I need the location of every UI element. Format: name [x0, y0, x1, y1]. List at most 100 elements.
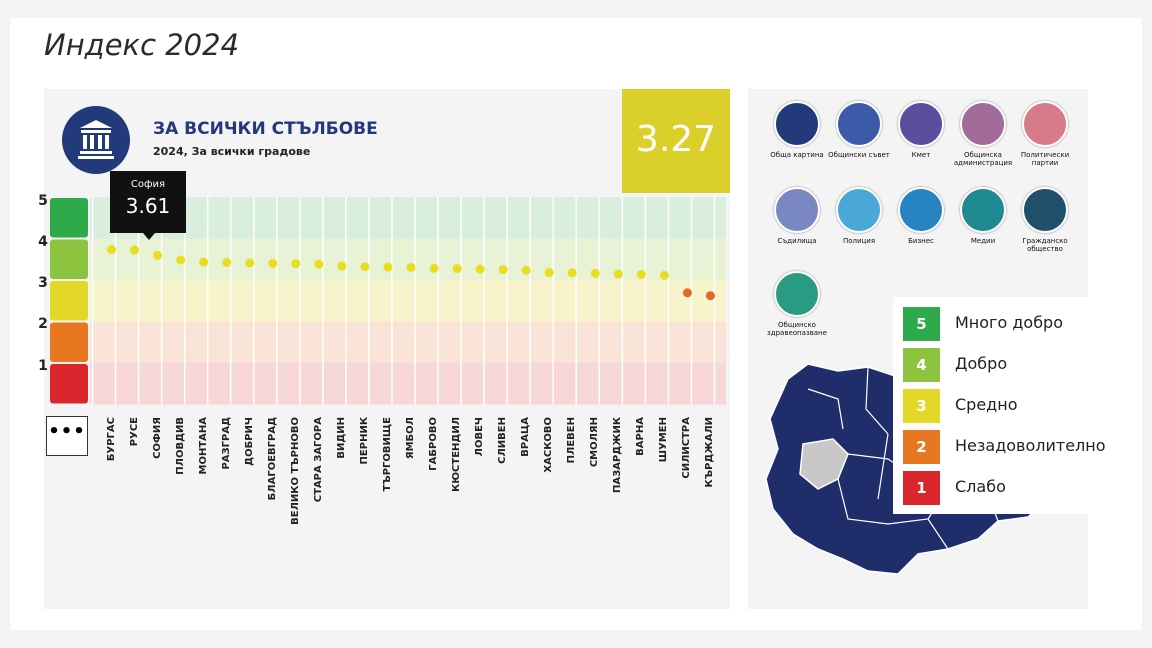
institution-icon: [774, 101, 820, 147]
x-tick-label: РАЗГРАД: [220, 417, 232, 470]
mayor-icon: [898, 101, 944, 147]
legend-item: 5 Много добро: [893, 303, 1126, 343]
tooltip-city: София: [130, 179, 166, 190]
data-point-15[interactable]: [429, 263, 439, 273]
band-bg-3: [90, 280, 726, 322]
data-point-23[interactable]: [613, 269, 623, 279]
data-point-4[interactable]: [176, 255, 186, 265]
tooltip-value: 3.61: [125, 194, 171, 218]
data-point-5[interactable]: [199, 257, 209, 267]
data-point-14[interactable]: [406, 262, 416, 272]
band-bg-4: [90, 238, 726, 280]
overall-score-box: 3.27: [622, 89, 730, 193]
x-tick-label: ДОБРИЧ: [243, 417, 255, 466]
legend-item: 4 Добро: [893, 344, 1126, 384]
pillar-button[interactable]: Бизнес: [890, 187, 952, 245]
x-tick-label: ТЪРГОВИЩЕ: [381, 417, 393, 492]
legend-label: Средно: [955, 395, 1018, 414]
data-point-8[interactable]: [268, 258, 278, 268]
x-tick-label: РУСЕ: [128, 417, 140, 447]
data-point-24[interactable]: [636, 270, 646, 280]
pillar-button[interactable]: Гражданско общество: [1014, 187, 1076, 253]
legend-label: Много добро: [955, 313, 1063, 332]
pillar-subtitle: 2024, За всички градове: [153, 145, 311, 158]
pillar-label: Кмет: [911, 151, 931, 159]
parties-icon: [1022, 101, 1068, 147]
legend-swatch: 1: [903, 471, 940, 505]
data-point-11[interactable]: [337, 261, 347, 271]
x-tick-label: ПЕРНИК: [358, 417, 370, 465]
data-point-7[interactable]: [245, 258, 255, 268]
legend-label: Добро: [955, 354, 1008, 373]
x-tick-label: КЮСТЕНДИЛ: [451, 417, 463, 492]
x-tick-label: СМОЛЯН: [589, 417, 601, 468]
data-point-17[interactable]: [475, 264, 485, 274]
pillar-label: Общински съвет: [828, 151, 890, 159]
chart-panel: ЗА ВСИЧКИ СТЪЛБОВЕ 2024, За всички градо…: [38, 89, 730, 609]
scale-band-1: [50, 364, 88, 404]
data-point-26[interactable]: [682, 288, 692, 298]
x-tick-label: ПАЗАРДЖИК: [612, 417, 624, 493]
x-tick-label: ВИДИН: [335, 417, 347, 459]
health-icon: [774, 271, 820, 317]
x-tick-label: СЛИВЕН: [497, 417, 509, 464]
pillar-button[interactable]: Кмет: [890, 101, 952, 159]
legend-swatch: 5: [903, 307, 940, 341]
data-point-16[interactable]: [452, 264, 462, 274]
scale-band-3: [50, 281, 88, 321]
pillar-button[interactable]: Политически партии: [1014, 101, 1076, 167]
pillar-button[interactable]: Общинско здравеопазване: [766, 271, 828, 337]
pillar-button[interactable]: Общинска администрация: [952, 101, 1014, 167]
y-tick-4: 4: [38, 234, 48, 250]
pillar-label: Общинско здравеопазване: [767, 321, 827, 337]
data-point-13[interactable]: [383, 262, 393, 272]
data-point-1[interactable]: [107, 245, 117, 255]
data-point-2[interactable]: [130, 245, 140, 255]
data-point-10[interactable]: [314, 259, 324, 269]
data-point-22[interactable]: [590, 268, 600, 278]
pillar-button[interactable]: Медии: [952, 187, 1014, 245]
x-tick-label: ПЛЕВЕН: [566, 417, 578, 464]
legend-label: Незадоволително: [955, 436, 1106, 455]
institution-icon-glyph: [78, 120, 114, 159]
data-point-12[interactable]: [360, 262, 370, 272]
data-point-9[interactable]: [291, 259, 301, 269]
data-point-21[interactable]: [567, 268, 577, 278]
gavel-icon: [774, 187, 820, 233]
x-tick-label: ШУМЕН: [658, 417, 670, 463]
pillar-label: Медии: [970, 237, 996, 245]
data-point-25[interactable]: [659, 270, 669, 280]
scale-band-4: [50, 239, 88, 279]
x-tick-label: БУРГАС: [105, 417, 117, 462]
x-tick-label: СОФИЯ: [151, 417, 163, 459]
people-icon: [1022, 187, 1068, 233]
data-point-19[interactable]: [521, 265, 531, 275]
x-tick-label: ВАРНА: [635, 417, 647, 456]
pillar-button[interactable]: Полиция: [828, 187, 890, 245]
value-tooltip: София 3.61: [110, 171, 186, 240]
tooltip-arrow: [143, 233, 155, 240]
pillar-button[interactable]: Общински съвет: [828, 101, 890, 159]
x-tick-label: ХАСКОВО: [543, 417, 555, 473]
pillar-button[interactable]: Обща картина: [766, 101, 828, 159]
footer-strip: [0, 630, 1152, 648]
data-point-3[interactable]: [153, 250, 163, 260]
band-bg-2: [90, 321, 726, 363]
data-point-27[interactable]: [705, 291, 715, 301]
data-point-6[interactable]: [222, 257, 232, 267]
x-tick-label: ЯМБОЛ: [405, 417, 416, 460]
more-button[interactable]: •••: [46, 416, 88, 456]
x-tick-label: СИЛИСТРА: [681, 417, 693, 479]
side-panel: Обща картина Общински съвет Кмет Общинска а…: [748, 89, 1088, 609]
institution-icon[interactable]: [62, 106, 130, 174]
data-point-20[interactable]: [544, 267, 554, 277]
pillar-button[interactable]: Съдилища: [766, 187, 828, 245]
legend-swatch: 4: [903, 348, 940, 382]
chart-plot: [50, 197, 726, 405]
microphone-icon: [960, 187, 1006, 233]
legend-label: Слабо: [955, 477, 1006, 496]
legend-swatch: 3: [903, 389, 940, 423]
page-title: Индекс 2024: [44, 28, 240, 62]
data-point-18[interactable]: [498, 265, 508, 275]
legend-item: 1 Слабо: [893, 467, 1126, 507]
